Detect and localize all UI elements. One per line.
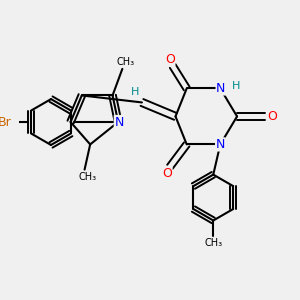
Text: CH₃: CH₃: [204, 238, 222, 248]
Text: N: N: [216, 82, 226, 95]
Text: H: H: [131, 87, 139, 97]
Text: N: N: [216, 138, 225, 151]
Text: O: O: [162, 167, 172, 180]
Text: CH₃: CH₃: [79, 172, 97, 182]
Text: CH₃: CH₃: [117, 57, 135, 67]
Text: O: O: [165, 52, 175, 66]
Text: H: H: [232, 81, 240, 91]
Text: N: N: [114, 116, 124, 128]
Text: O: O: [267, 110, 277, 123]
Text: Br: Br: [0, 116, 12, 128]
